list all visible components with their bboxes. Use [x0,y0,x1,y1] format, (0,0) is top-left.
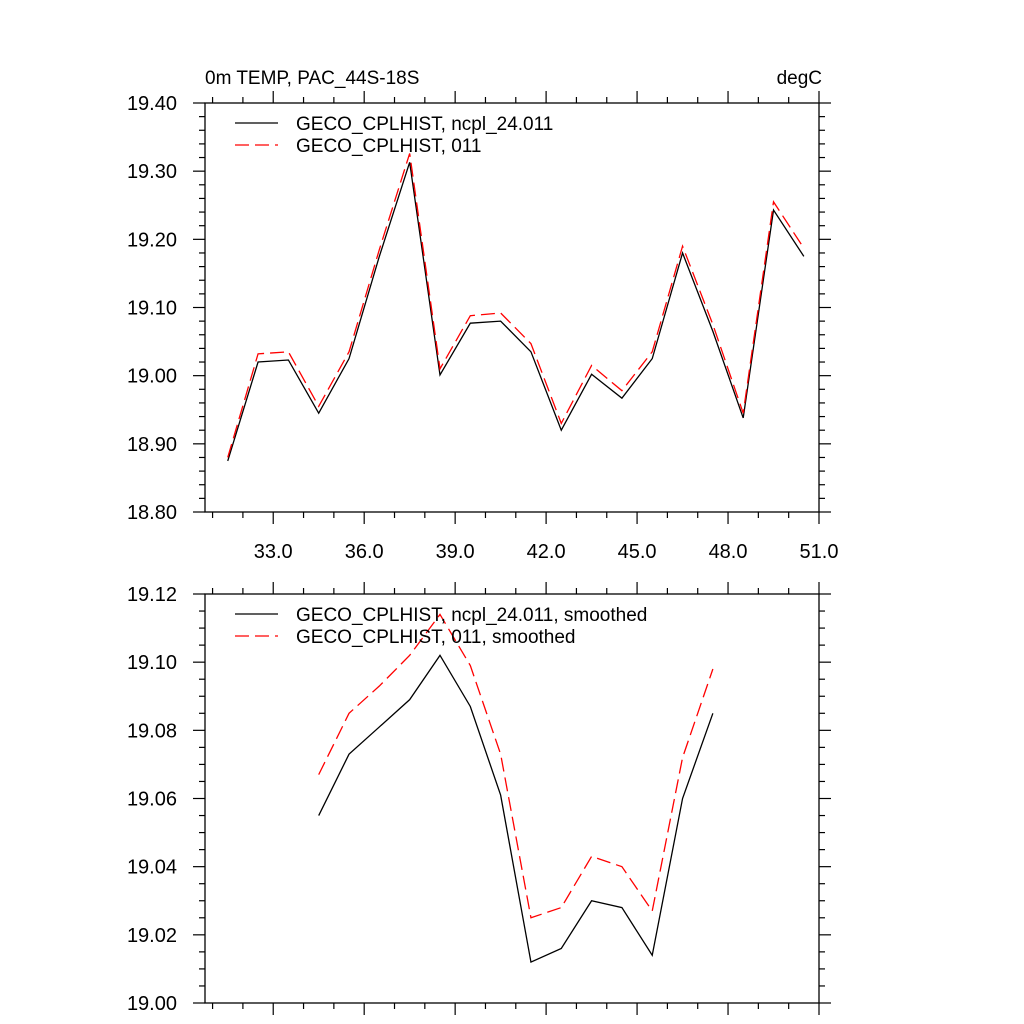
bottom-y-tick-label: 19.04 [127,857,177,879]
top-x-tick-label: 45.0 [618,541,657,563]
top-panel: 0m TEMP, PAC_44S-18S degC 33.0 36.0 39.0 42… [127,68,839,563]
top-panel-units: degC [777,68,822,89]
top-x-tick-label: 33.0 [254,541,293,563]
bottom-legend: GECO_CPLHIST, ncpl_24.011, smoothedGECO_… [235,605,647,648]
bottom-axes: 19.00 19.02 19.04 19.06 19.08 19.10 19.12 [127,582,831,1015]
top-legend-label-2: GECO_CPLHIST, 011 [296,136,482,157]
bottom-series-line-1 [318,654,714,964]
top-x-tick-label: 48.0 [709,541,748,563]
top-series [227,153,805,462]
top-y-tick-label: 18.80 [127,502,177,524]
bottom-y-tick-label: 19.06 [127,789,177,811]
top-x-tick-label: 42.0 [527,541,566,563]
bottom-series-line-2 [318,613,714,919]
top-y-tick-label: 19.20 [127,229,177,251]
top-y-tick-label: 19.00 [127,366,177,388]
top-legend-label-1: GECO_CPLHIST, ncpl_24.011 [296,114,553,135]
bottom-y-tick-label: 19.08 [127,720,177,742]
top-x-tick-label: 39.0 [436,541,475,563]
bottom-legend-label-1: GECO_CPLHIST, ncpl_24.011, smoothed [296,605,647,626]
top-y-tick-label: 19.10 [127,298,177,320]
top-y-tick-label: 18.90 [127,434,177,456]
bottom-legend-label-2: GECO_CPLHIST, 011, smoothed [296,627,576,648]
top-y-tick-label: 19.40 [127,93,177,115]
top-series-line-1 [227,162,805,462]
top-plot-frame [204,102,820,513]
top-series-line-2 [227,153,805,458]
bottom-plot-frame [204,593,820,1004]
bottom-panel: 19.00 19.02 19.04 19.06 19.08 19.10 19.12 GECO… [127,582,831,1015]
bottom-series [318,613,714,964]
bottom-y-tick-label: 19.10 [127,652,177,674]
top-x-tick-label: 36.0 [345,541,384,563]
bottom-y-tick-label: 19.02 [127,925,177,947]
bottom-y-tick-label: 19.00 [127,993,177,1015]
bottom-y-tick-label: 19.12 [127,584,177,606]
top-panel-title: 0m TEMP, PAC_44S-18S [205,68,419,89]
top-x-tick-label: 51.0 [800,541,839,563]
top-axes: 33.0 36.0 39.0 42.0 45.0 48.0 51.0 18.80 18.90 19… [127,91,839,563]
top-y-tick-label: 19.30 [127,161,177,183]
